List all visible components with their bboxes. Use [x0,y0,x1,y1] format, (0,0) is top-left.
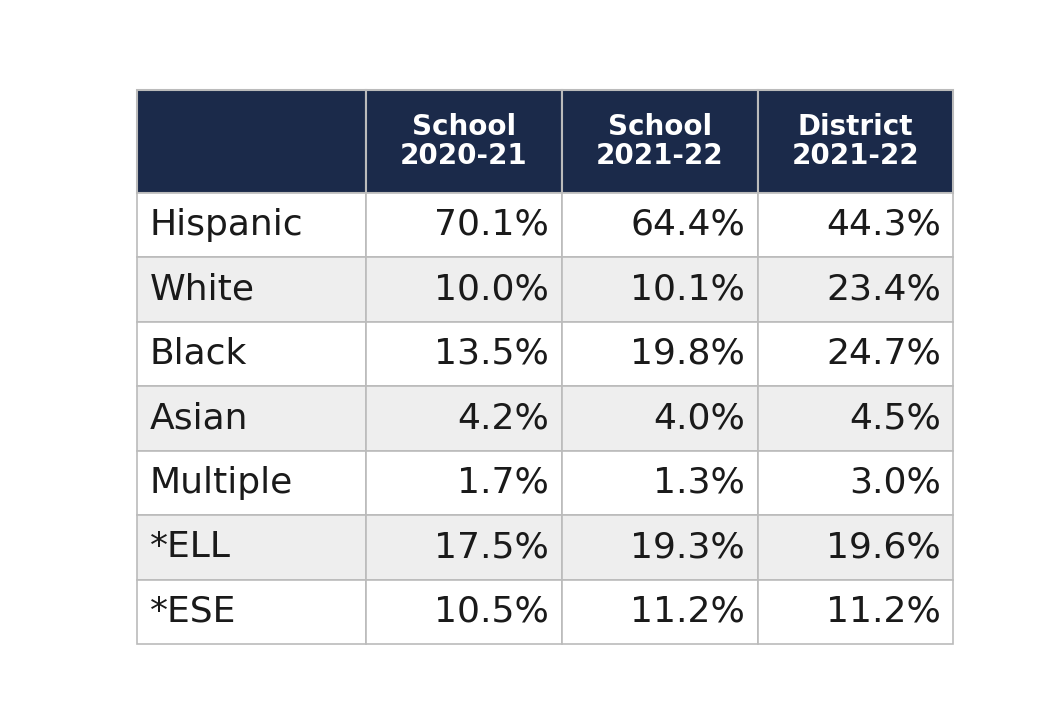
Bar [562,386,758,451]
Text: 2020-21: 2020-21 [400,142,528,169]
Text: 19.6%: 19.6% [827,531,941,564]
Bar [366,257,562,321]
Bar [366,193,562,257]
Bar [758,193,953,257]
Text: 23.4%: 23.4% [827,273,941,306]
Text: Hispanic: Hispanic [149,208,303,242]
Text: Asian: Asian [149,401,248,435]
Bar [366,321,562,386]
Text: District: District [798,113,913,141]
Bar [137,579,366,644]
Bar [562,257,758,321]
Bar [562,515,758,579]
Bar [562,579,758,644]
Text: 64.4%: 64.4% [630,208,745,242]
Text: School: School [608,113,712,141]
Text: 1.3%: 1.3% [653,466,745,500]
Bar [137,386,366,451]
Bar [758,579,953,644]
Bar [137,90,366,193]
Text: 4.0%: 4.0% [653,401,745,435]
Bar [366,90,562,193]
Text: Black: Black [149,337,247,371]
Bar [758,515,953,579]
Text: 19.3%: 19.3% [631,531,745,564]
Text: 10.1%: 10.1% [630,273,745,306]
Text: 11.2%: 11.2% [630,595,745,629]
Bar [137,193,366,257]
Text: White: White [149,273,254,306]
Bar [758,451,953,515]
Text: 10.0%: 10.0% [434,273,549,306]
Bar [758,321,953,386]
Text: 2021-22: 2021-22 [792,142,919,169]
Bar [137,257,366,321]
Text: 11.2%: 11.2% [827,595,941,629]
Text: 10.5%: 10.5% [434,595,549,629]
Text: 4.5%: 4.5% [849,401,941,435]
Bar [366,451,562,515]
Text: Multiple: Multiple [149,466,293,500]
Bar [137,321,366,386]
Text: 1.7%: 1.7% [458,466,549,500]
Bar [758,386,953,451]
Text: 3.0%: 3.0% [849,466,941,500]
Bar [366,515,562,579]
Bar [562,90,758,193]
Text: 17.5%: 17.5% [434,531,549,564]
Text: 70.1%: 70.1% [434,208,549,242]
Text: 44.3%: 44.3% [827,208,941,242]
Bar [137,515,366,579]
Text: 4.2%: 4.2% [458,401,549,435]
Bar [758,257,953,321]
Text: 2021-22: 2021-22 [596,142,724,169]
Bar [366,579,562,644]
Bar [562,321,758,386]
Bar [562,451,758,515]
Text: 19.8%: 19.8% [630,337,745,371]
Bar [758,90,953,193]
Text: School: School [412,113,516,141]
Bar [366,386,562,451]
Text: *ELL: *ELL [149,531,231,564]
Text: 13.5%: 13.5% [434,337,549,371]
Text: *ESE: *ESE [149,595,236,629]
Text: 24.7%: 24.7% [827,337,941,371]
Bar [562,193,758,257]
Bar [137,451,366,515]
